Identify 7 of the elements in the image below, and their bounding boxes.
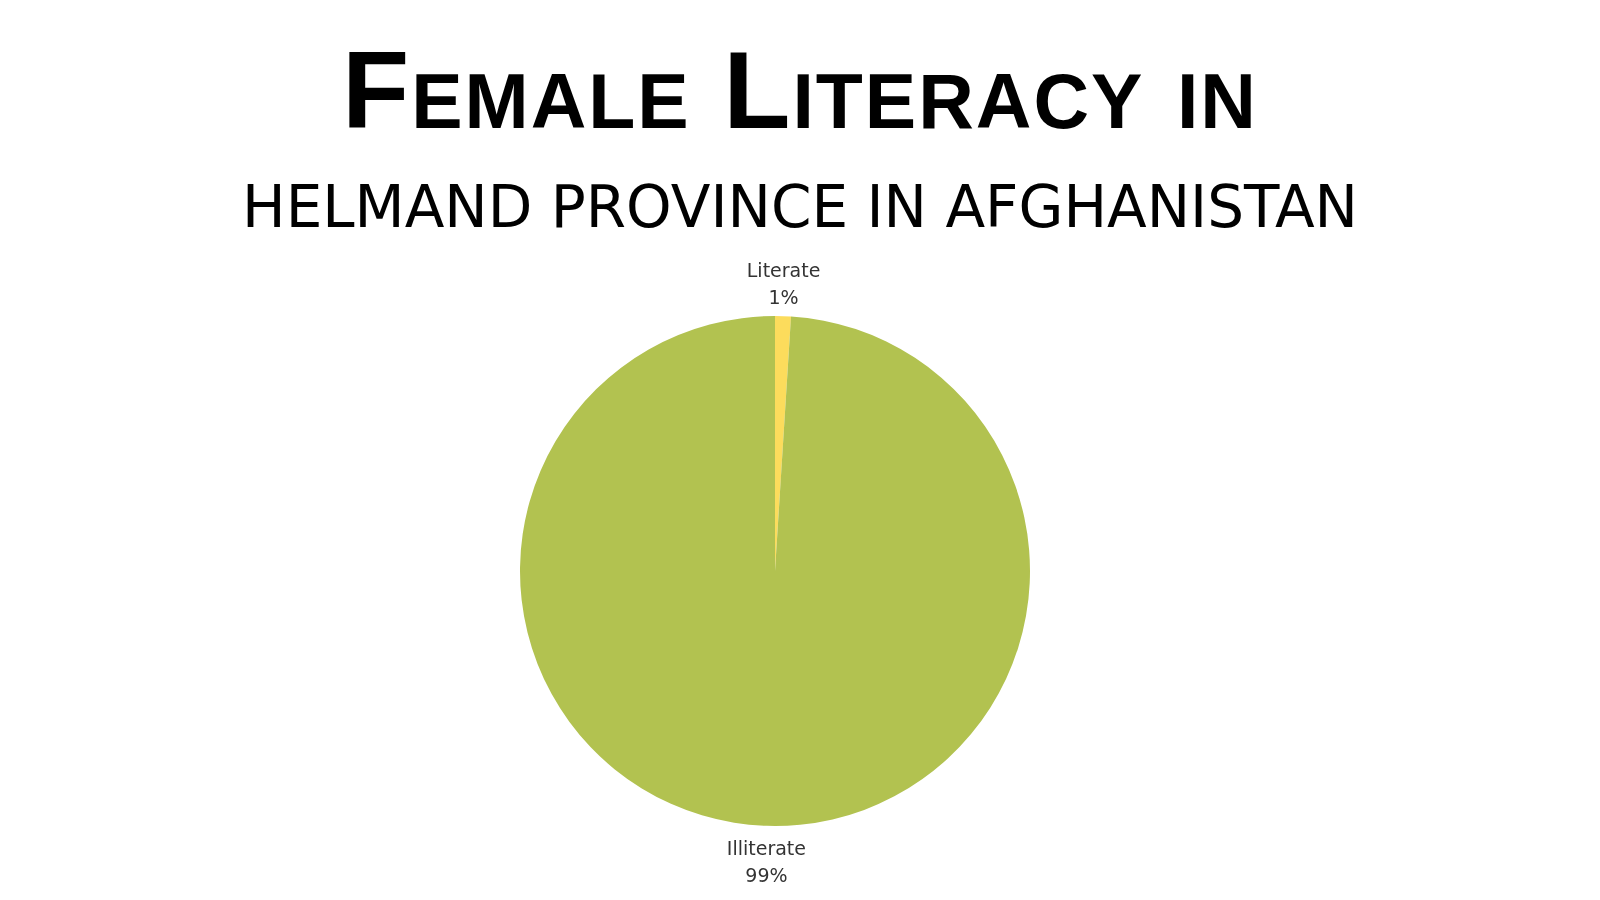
slice-label: Illiterate: [726, 837, 807, 860]
data-label: 99%: [745, 863, 788, 886]
pie-slice: [520, 316, 1030, 826]
slice-label: Literate: [746, 259, 821, 282]
chart-title: Female Literacy in: [341, 28, 1259, 151]
data-label: 1%: [768, 285, 799, 308]
chart-subtitle: HELMAND PROVINCE IN AFGHANISTAN: [241, 172, 1359, 242]
